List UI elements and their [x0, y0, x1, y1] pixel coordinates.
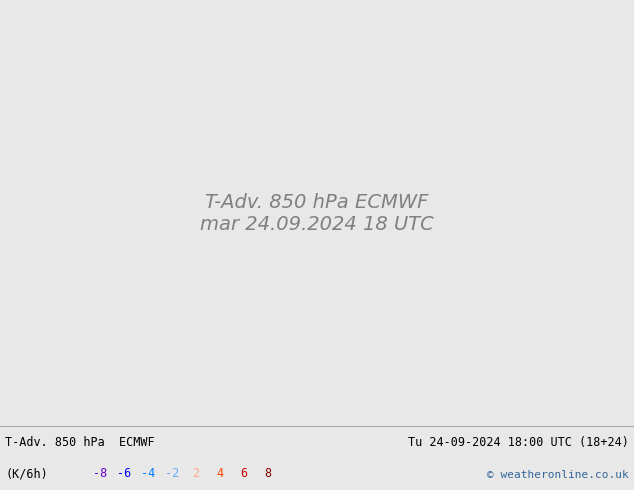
Text: Tu 24-09-2024 18:00 UTC (18+24): Tu 24-09-2024 18:00 UTC (18+24) [408, 436, 629, 449]
Text: 2: 2 [193, 467, 200, 480]
Text: 4: 4 [216, 467, 224, 480]
Text: -8: -8 [93, 467, 107, 480]
Text: -4: -4 [141, 467, 155, 480]
Text: 8: 8 [264, 467, 271, 480]
Text: T-Adv. 850 hPa ECMWF
mar 24.09.2024 18 UTC: T-Adv. 850 hPa ECMWF mar 24.09.2024 18 U… [200, 193, 434, 234]
Text: 6: 6 [240, 467, 247, 480]
Text: T-Adv. 850 hPa  ECMWF: T-Adv. 850 hPa ECMWF [5, 436, 155, 449]
Text: -6: -6 [117, 467, 131, 480]
Text: © weatheronline.co.uk: © weatheronline.co.uk [488, 470, 629, 480]
Text: -2: -2 [165, 467, 179, 480]
Text: (K/6h): (K/6h) [5, 467, 48, 480]
